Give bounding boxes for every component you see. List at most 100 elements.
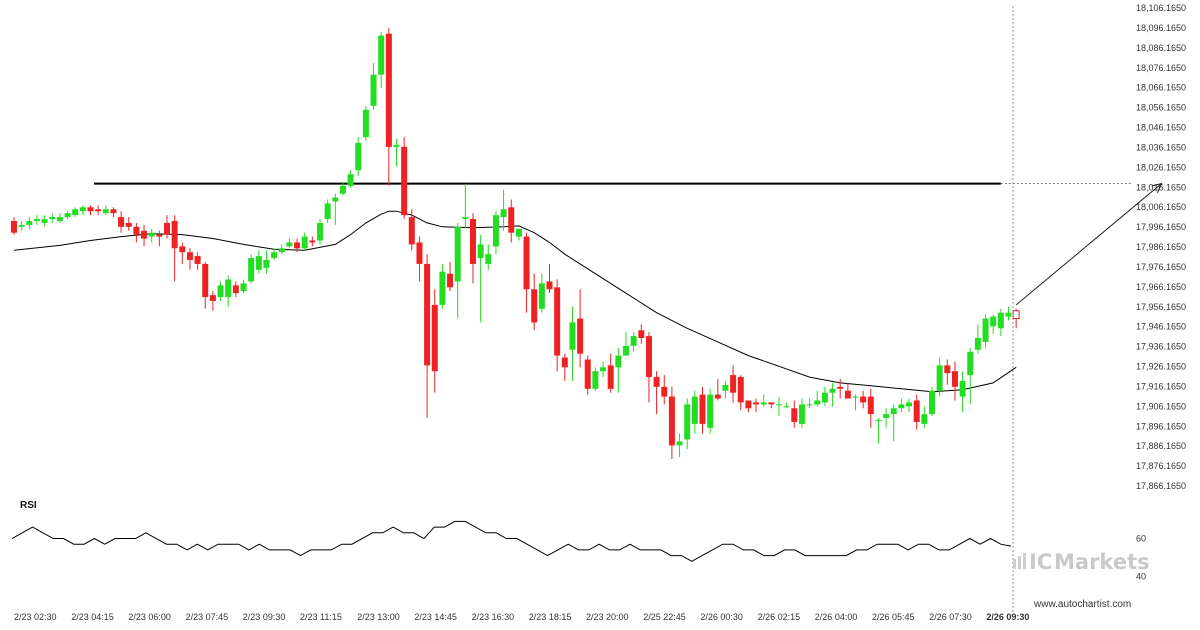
candle: [33, 215, 40, 225]
candle-body: [515, 228, 522, 237]
candle: [447, 261, 454, 292]
candle: [806, 398, 813, 409]
candle-body: [990, 316, 997, 327]
candle-body: [347, 174, 354, 186]
candle: [286, 238, 293, 249]
candle: [11, 217, 17, 235]
price-tick-label: 18,016.1650: [1136, 182, 1186, 192]
candle-body: [531, 289, 538, 323]
candle: [668, 386, 675, 460]
candle-body: [760, 402, 767, 405]
candle-body: [730, 375, 737, 393]
candle-body: [951, 371, 958, 387]
candle: [118, 211, 125, 233]
candle-body: [102, 209, 109, 214]
price-tick-label: 18,036.1650: [1136, 142, 1186, 152]
candle-body: [194, 256, 201, 264]
candle-body: [362, 109, 369, 138]
candle: [974, 324, 981, 354]
candle-body: [944, 365, 951, 374]
candle-body: [56, 217, 63, 221]
candle-body: [906, 402, 913, 407]
time-tick-label: 2/23 02:30: [14, 612, 57, 622]
time-tick-label: 2/23 07:45: [186, 612, 229, 622]
candle-body: [118, 217, 125, 227]
candle-body: [936, 365, 943, 391]
candle-body: [217, 285, 224, 298]
candle: [944, 359, 951, 385]
candle: [875, 418, 882, 444]
candle-body: [645, 336, 652, 378]
candle-body: [508, 207, 515, 233]
candle-body: [355, 142, 362, 171]
candle-body: [110, 209, 117, 214]
candle-body: [523, 236, 530, 290]
candle: [416, 236, 423, 282]
candle-body: [164, 222, 170, 235]
candle-body: [500, 209, 507, 218]
candle: [798, 398, 805, 428]
price-tick-label: 18,076.1650: [1136, 63, 1186, 73]
candle: [584, 355, 591, 395]
candle-body: [684, 404, 691, 440]
candle: [783, 402, 790, 409]
candle: [64, 211, 71, 220]
candle: [676, 433, 683, 458]
projection-arrow: [1015, 182, 1163, 306]
candle: [1012, 308, 1020, 329]
candle: [523, 232, 530, 313]
candle: [339, 181, 346, 196]
candle-body: [240, 283, 247, 292]
candle-body: [18, 224, 25, 227]
candle: [890, 404, 897, 442]
candle: [837, 379, 844, 399]
candle: [699, 386, 706, 434]
candle-body: [569, 322, 576, 350]
candle: [852, 394, 859, 411]
candle: [730, 365, 737, 403]
candle: [615, 347, 622, 393]
candle-body: [776, 404, 782, 406]
candle: [577, 289, 584, 368]
candle: [959, 371, 966, 413]
candle: [814, 390, 821, 407]
time-tick-label: 2/23 20:00: [586, 612, 629, 622]
candle-body: [470, 219, 476, 264]
time-tick-label: 2/23 06:00: [128, 612, 171, 622]
candle-body: [408, 217, 415, 245]
candle-body: [33, 219, 40, 221]
candle: [1005, 306, 1012, 321]
candle: [240, 279, 247, 294]
rsi-title: RSI: [20, 500, 37, 511]
candle: [653, 371, 660, 415]
candle-body: [485, 254, 492, 264]
candle: [707, 388, 714, 434]
candle-body: [982, 318, 989, 342]
candle: [997, 308, 1004, 337]
moving-average: [13, 210, 1017, 393]
candle-body: [79, 207, 86, 212]
price-tick-label: 17,966.1650: [1136, 282, 1186, 292]
candlestick-series: [11, 27, 1020, 460]
candle: [982, 314, 989, 348]
candle-body: [186, 252, 193, 261]
price-tick-label: 17,986.1650: [1136, 242, 1186, 252]
candle: [645, 332, 652, 403]
candle-body: [997, 312, 1004, 329]
candle-body: [607, 365, 614, 389]
candle: [921, 406, 928, 428]
candle: [324, 199, 331, 223]
candle: [317, 219, 323, 245]
candle-body: [561, 357, 568, 368]
candle: [87, 205, 94, 216]
price-tick-label: 17,876.1650: [1136, 461, 1186, 471]
candle: [133, 222, 140, 243]
price-tick-label: 17,866.1650: [1136, 481, 1186, 491]
candle: [439, 263, 446, 309]
candle: [18, 220, 25, 231]
candle-body: [538, 283, 545, 309]
candle: [408, 209, 415, 251]
candle: [454, 222, 461, 319]
candle-body: [179, 246, 186, 253]
candle-body: [141, 230, 148, 239]
